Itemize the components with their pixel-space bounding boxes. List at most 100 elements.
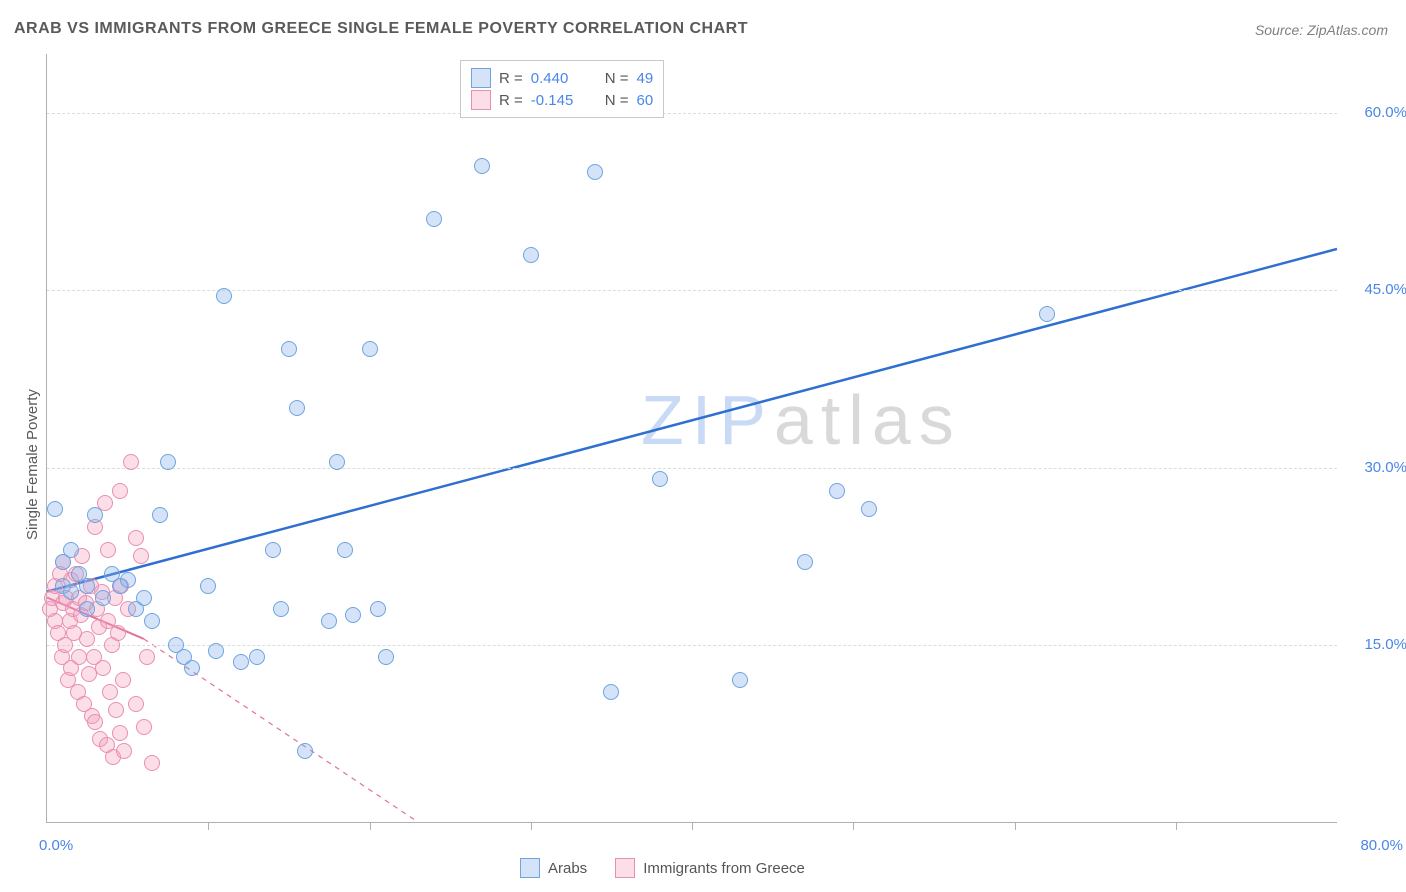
- data-point-arabs: [797, 554, 813, 570]
- data-point-arabs: [345, 607, 361, 623]
- r-value-arabs: 0.440: [531, 70, 591, 87]
- data-point-greece: [136, 719, 152, 735]
- n-label: N =: [605, 92, 629, 109]
- data-point-arabs: [200, 578, 216, 594]
- legend-item-greece: Immigrants from Greece: [615, 858, 805, 878]
- data-point-greece: [116, 743, 132, 759]
- data-point-arabs: [160, 454, 176, 470]
- x-origin-label: 0.0%: [39, 837, 73, 854]
- y-tick-label: 15.0%: [1347, 636, 1406, 653]
- data-point-arabs: [95, 590, 111, 606]
- data-point-greece: [112, 483, 128, 499]
- x-tick: [531, 822, 532, 830]
- data-point-greece: [95, 660, 111, 676]
- y-tick-label: 45.0%: [1347, 281, 1406, 298]
- data-point-arabs: [208, 643, 224, 659]
- data-point-arabs: [474, 158, 490, 174]
- source-attribution: Source: ZipAtlas.com: [1255, 22, 1388, 38]
- data-point-arabs: [216, 288, 232, 304]
- data-point-greece: [71, 649, 87, 665]
- data-point-greece: [123, 454, 139, 470]
- data-point-arabs: [63, 584, 79, 600]
- data-point-greece: [108, 702, 124, 718]
- data-point-arabs: [79, 578, 95, 594]
- data-point-arabs: [370, 601, 386, 617]
- chart-title: ARAB VS IMMIGRANTS FROM GREECE SINGLE FE…: [14, 20, 748, 38]
- trendline: [47, 249, 1337, 592]
- data-point-greece: [102, 684, 118, 700]
- scatter-chart: ZIPatlas 15.0%30.0%45.0%60.0%0.0%80.0%: [46, 54, 1337, 823]
- data-point-arabs: [144, 613, 160, 629]
- legend-correlation: R = 0.440 N = 49 R = -0.145 N = 60: [460, 60, 664, 118]
- gridline: [47, 113, 1337, 114]
- data-point-arabs: [652, 471, 668, 487]
- data-point-arabs: [233, 654, 249, 670]
- swatch-greece: [615, 858, 635, 878]
- gridline: [47, 645, 1337, 646]
- legend-label-greece: Immigrants from Greece: [643, 860, 805, 877]
- x-max-label: 80.0%: [1360, 837, 1403, 854]
- data-point-greece: [87, 714, 103, 730]
- data-point-arabs: [861, 501, 877, 517]
- data-point-arabs: [426, 211, 442, 227]
- data-point-arabs: [184, 660, 200, 676]
- x-tick: [692, 822, 693, 830]
- data-point-arabs: [329, 454, 345, 470]
- gridline: [47, 290, 1337, 291]
- data-point-greece: [100, 542, 116, 558]
- watermark-zip: ZIP: [641, 381, 774, 459]
- swatch-arabs: [471, 68, 491, 88]
- x-tick: [853, 822, 854, 830]
- n-value-arabs: 49: [637, 70, 654, 87]
- data-point-greece: [112, 725, 128, 741]
- swatch-greece: [471, 90, 491, 110]
- data-point-greece: [110, 625, 126, 641]
- legend-label-arabs: Arabs: [548, 860, 587, 877]
- data-point-arabs: [362, 341, 378, 357]
- data-point-arabs: [587, 164, 603, 180]
- data-point-arabs: [297, 743, 313, 759]
- data-point-greece: [144, 755, 160, 771]
- data-point-arabs: [136, 590, 152, 606]
- x-tick: [370, 822, 371, 830]
- data-point-arabs: [523, 247, 539, 263]
- x-tick: [1015, 822, 1016, 830]
- legend-series: Arabs Immigrants from Greece: [520, 858, 805, 878]
- data-point-arabs: [603, 684, 619, 700]
- legend-row-greece: R = -0.145 N = 60: [471, 90, 653, 110]
- data-point-arabs: [152, 507, 168, 523]
- data-point-greece: [115, 672, 131, 688]
- data-point-arabs: [273, 601, 289, 617]
- data-point-arabs: [829, 483, 845, 499]
- watermark-atlas: atlas: [774, 381, 962, 459]
- trend-lines: [47, 54, 1337, 822]
- watermark: ZIPatlas: [641, 380, 962, 460]
- r-value-greece: -0.145: [531, 92, 591, 109]
- data-point-arabs: [120, 572, 136, 588]
- data-point-arabs: [1039, 306, 1055, 322]
- data-point-greece: [133, 548, 149, 564]
- data-point-arabs: [337, 542, 353, 558]
- x-tick: [1176, 822, 1177, 830]
- data-point-arabs: [87, 507, 103, 523]
- data-point-arabs: [47, 501, 63, 517]
- data-point-arabs: [281, 341, 297, 357]
- data-point-arabs: [289, 400, 305, 416]
- r-label: R =: [499, 70, 523, 87]
- x-tick: [208, 822, 209, 830]
- data-point-arabs: [378, 649, 394, 665]
- y-tick-label: 30.0%: [1347, 459, 1406, 476]
- swatch-arabs: [520, 858, 540, 878]
- r-label: R =: [499, 92, 523, 109]
- data-point-arabs: [732, 672, 748, 688]
- y-tick-label: 60.0%: [1347, 104, 1406, 121]
- gridline: [47, 468, 1337, 469]
- y-axis-label: Single Female Poverty: [24, 389, 41, 540]
- legend-row-arabs: R = 0.440 N = 49: [471, 68, 653, 88]
- data-point-greece: [128, 530, 144, 546]
- data-point-greece: [139, 649, 155, 665]
- data-point-greece: [128, 696, 144, 712]
- data-point-arabs: [265, 542, 281, 558]
- n-label: N =: [605, 70, 629, 87]
- legend-item-arabs: Arabs: [520, 858, 587, 878]
